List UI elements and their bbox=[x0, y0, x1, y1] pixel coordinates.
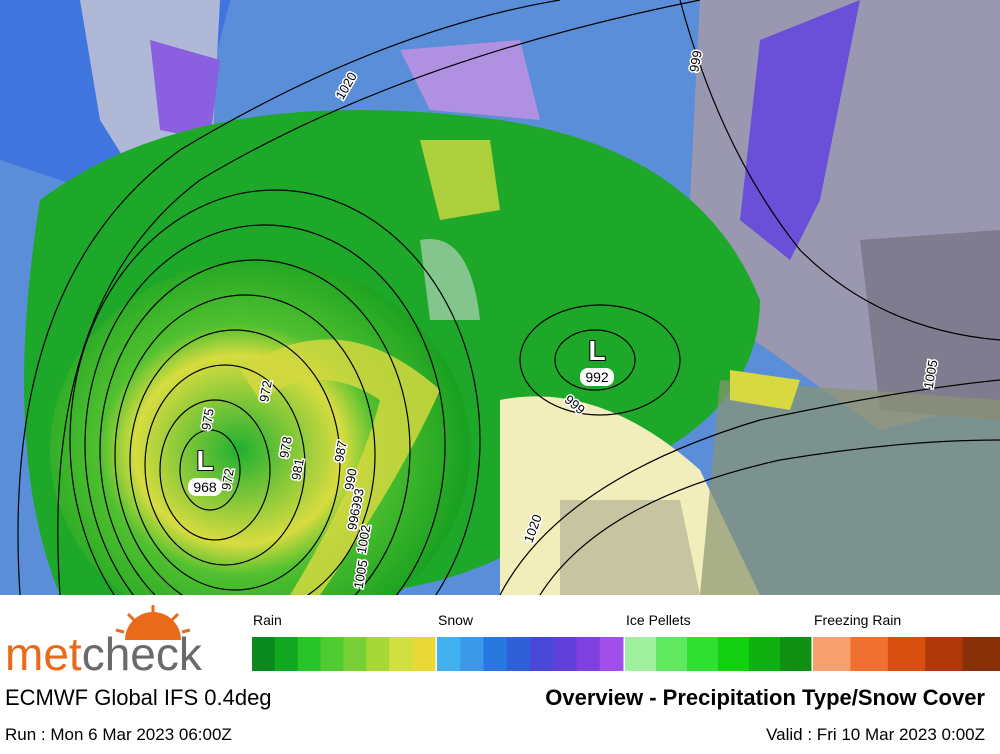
low-pressure: 968 bbox=[193, 479, 217, 495]
isobar-label: 981 bbox=[288, 457, 307, 481]
run-time: Run : Mon 6 Mar 2023 06:00Z bbox=[5, 725, 232, 744]
valid-time: Valid : Fri 10 Mar 2023 0:00Z bbox=[766, 725, 985, 744]
low-pressure: 992 bbox=[585, 369, 609, 385]
low-symbol: L bbox=[588, 335, 605, 366]
low-badge bbox=[580, 368, 614, 386]
isobar-label: 987 bbox=[331, 439, 350, 463]
legend-label: Rain bbox=[253, 612, 282, 628]
isobar-label: 1002 bbox=[354, 524, 374, 555]
legend-swatch bbox=[483, 637, 508, 671]
legend-label: Ice Pellets bbox=[626, 612, 691, 628]
legend-swatch bbox=[530, 637, 554, 671]
isobar-label: 1005 bbox=[921, 359, 941, 390]
legend-swatch bbox=[366, 637, 390, 671]
isobar-label: 978 bbox=[276, 435, 295, 459]
isobar-label: 972 bbox=[218, 467, 237, 491]
isobar-label: 972 bbox=[256, 379, 275, 403]
logo-text: metcheck bbox=[5, 628, 203, 680]
legend-label: Snow bbox=[438, 612, 474, 628]
legend-swatch bbox=[625, 637, 657, 671]
legend-swatch bbox=[687, 637, 719, 671]
legend-swatch bbox=[460, 637, 484, 671]
model-name: ECMWF Global IFS 0.4deg bbox=[5, 685, 272, 710]
low-badge bbox=[188, 478, 222, 496]
legend-swatch bbox=[718, 637, 750, 671]
legend-swatch bbox=[274, 637, 299, 671]
low-symbol: L bbox=[196, 445, 213, 476]
legend-swatch bbox=[780, 637, 812, 671]
legend-swatch bbox=[599, 637, 624, 671]
isobar-label: 990 bbox=[341, 467, 360, 491]
legend-swatch bbox=[343, 637, 367, 671]
legend-swatch bbox=[320, 637, 344, 671]
legend-swatch bbox=[749, 637, 781, 671]
legend-swatch bbox=[962, 637, 1000, 671]
legend-swatch bbox=[553, 637, 577, 671]
legend-swatch bbox=[656, 637, 688, 671]
legend-swatch bbox=[506, 637, 531, 671]
legend-swatch bbox=[412, 637, 436, 671]
isobar-label: 996 bbox=[344, 507, 363, 531]
legend-swatch bbox=[887, 637, 926, 671]
legend-swatch bbox=[925, 637, 964, 671]
legend-swatch bbox=[437, 637, 461, 671]
isobars bbox=[17, 0, 1000, 595]
map bbox=[0, 0, 1000, 595]
isobar-label: 1005 bbox=[351, 559, 371, 590]
legend-swatch bbox=[297, 637, 322, 671]
isobar-label: 999 bbox=[686, 49, 705, 73]
legend-swatch bbox=[389, 637, 413, 671]
isobar-label: 993 bbox=[348, 487, 367, 511]
isobar-label: 975 bbox=[198, 407, 217, 431]
legend-label: Freezing Rain bbox=[814, 612, 901, 628]
logo: metcheck bbox=[5, 605, 203, 680]
legend: Rain Snow Ice Pellets Freezing Rain bbox=[252, 612, 1000, 671]
map-title: Overview - Precipitation Type/Snow Cover bbox=[545, 685, 985, 710]
legend-swatch bbox=[813, 637, 851, 671]
pressure-labels: 1020999972975972978981987990993996100210… bbox=[188, 48, 942, 591]
legend-swatch bbox=[576, 637, 601, 671]
legend-swatch bbox=[252, 637, 276, 671]
legend-swatch bbox=[850, 637, 889, 671]
